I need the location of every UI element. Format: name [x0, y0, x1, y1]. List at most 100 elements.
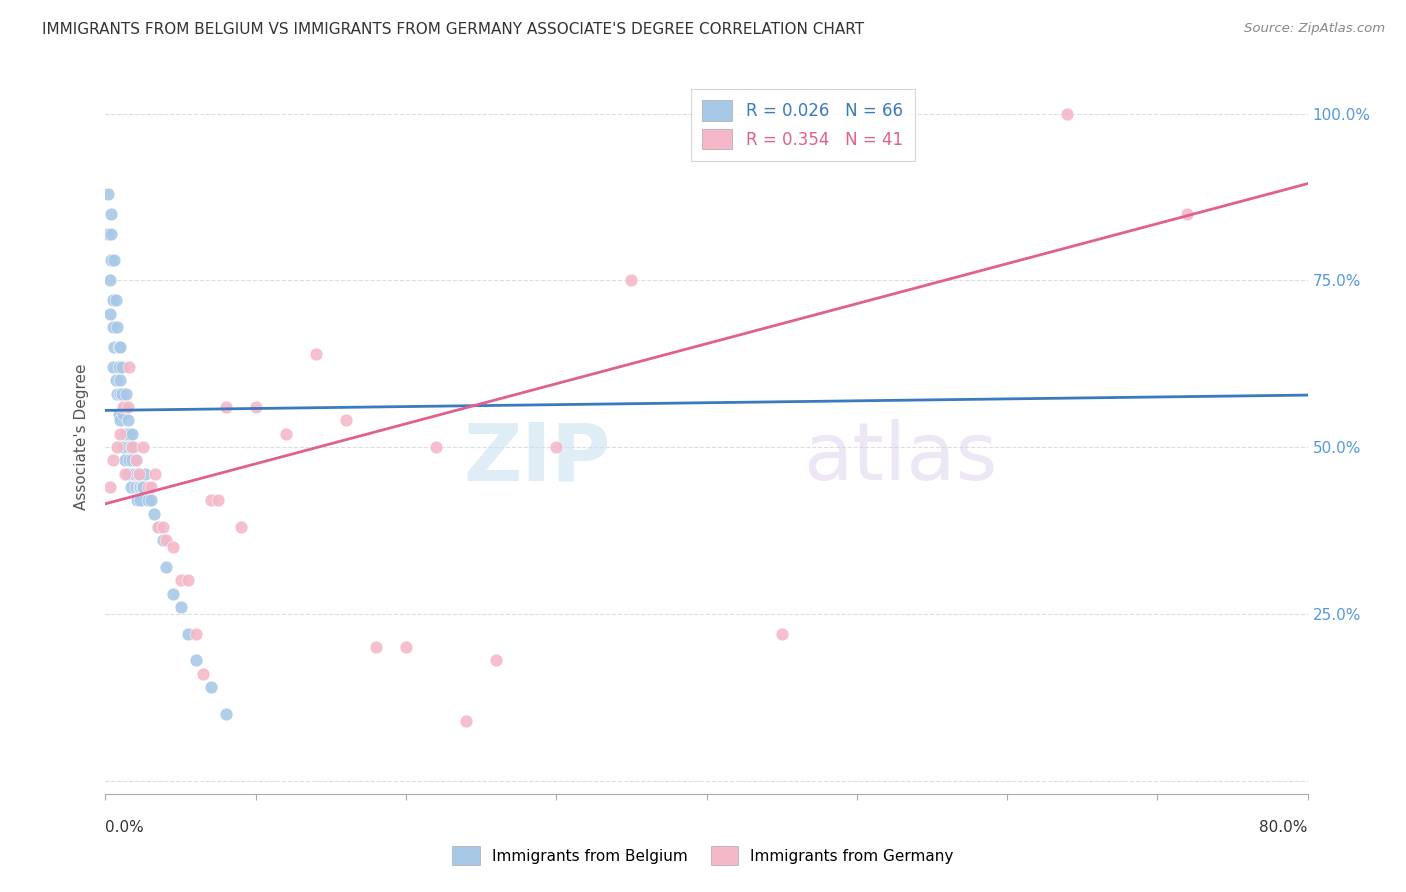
- Point: [124, 453, 146, 467]
- Point: [101, 453, 124, 467]
- Point: [100, 227, 122, 241]
- Point: [770, 627, 793, 641]
- Point: [115, 426, 138, 441]
- Point: [546, 440, 568, 454]
- Point: [136, 480, 159, 494]
- Point: [104, 373, 127, 387]
- Point: [117, 400, 139, 414]
- Point: [169, 600, 191, 615]
- Point: [129, 480, 152, 494]
- Point: [111, 359, 134, 374]
- Point: [169, 574, 191, 588]
- Point: [124, 453, 146, 467]
- Point: [104, 293, 127, 308]
- Point: [115, 386, 138, 401]
- Text: atlas: atlas: [803, 419, 997, 498]
- Point: [97, 227, 120, 241]
- Point: [128, 467, 150, 481]
- Point: [132, 440, 155, 454]
- Point: [121, 453, 143, 467]
- Point: [162, 587, 184, 601]
- Point: [107, 320, 129, 334]
- Point: [112, 407, 135, 421]
- Point: [184, 627, 207, 641]
- Point: [184, 653, 207, 667]
- Text: 80.0%: 80.0%: [1260, 821, 1308, 835]
- Point: [108, 407, 131, 421]
- Point: [110, 413, 132, 427]
- Point: [132, 480, 155, 494]
- Point: [134, 467, 156, 481]
- Point: [1056, 106, 1078, 120]
- Point: [110, 386, 132, 401]
- Point: [114, 400, 136, 414]
- Point: [128, 480, 150, 494]
- Point: [122, 440, 145, 454]
- Point: [103, 340, 125, 354]
- Point: [118, 426, 141, 441]
- Point: [100, 253, 122, 268]
- Point: [111, 386, 134, 401]
- Point: [98, 307, 121, 321]
- Point: [274, 426, 297, 441]
- Point: [620, 273, 643, 287]
- Text: Source: ZipAtlas.com: Source: ZipAtlas.com: [1244, 22, 1385, 36]
- Point: [128, 467, 150, 481]
- Point: [152, 533, 174, 548]
- Point: [152, 520, 174, 534]
- Point: [98, 480, 121, 494]
- Point: [124, 480, 146, 494]
- Point: [114, 426, 136, 441]
- Point: [139, 493, 162, 508]
- Point: [122, 467, 145, 481]
- Point: [125, 493, 148, 508]
- Point: [117, 440, 139, 454]
- Point: [125, 467, 148, 481]
- Legend: R = 0.026   N = 66, R = 0.354   N = 41: R = 0.026 N = 66, R = 0.354 N = 41: [690, 88, 914, 161]
- Point: [110, 340, 132, 354]
- Point: [110, 426, 132, 441]
- Point: [110, 373, 132, 387]
- Point: [97, 186, 120, 201]
- Point: [162, 540, 184, 554]
- Point: [177, 627, 200, 641]
- Point: [118, 453, 141, 467]
- Point: [155, 560, 177, 574]
- Point: [117, 413, 139, 427]
- Point: [245, 400, 267, 414]
- Point: [107, 386, 129, 401]
- Y-axis label: Associate's Degree: Associate's Degree: [75, 364, 90, 510]
- Point: [114, 467, 136, 481]
- Point: [305, 347, 328, 361]
- Point: [121, 426, 143, 441]
- Point: [191, 666, 214, 681]
- Point: [136, 493, 159, 508]
- Point: [142, 507, 165, 521]
- Point: [131, 480, 153, 494]
- Point: [101, 359, 124, 374]
- Point: [120, 440, 142, 454]
- Point: [118, 359, 141, 374]
- Point: [364, 640, 387, 655]
- Point: [214, 706, 236, 721]
- Point: [107, 440, 129, 454]
- Point: [120, 480, 142, 494]
- Point: [214, 400, 236, 414]
- Point: [112, 400, 135, 414]
- Text: 0.0%: 0.0%: [105, 821, 145, 835]
- Point: [425, 440, 447, 454]
- Point: [108, 340, 131, 354]
- Point: [101, 320, 124, 334]
- Point: [454, 714, 477, 728]
- Point: [1175, 207, 1198, 221]
- Point: [98, 273, 121, 287]
- Point: [229, 520, 252, 534]
- Point: [108, 359, 131, 374]
- Point: [114, 453, 136, 467]
- Text: ZIP: ZIP: [463, 419, 610, 498]
- Point: [139, 480, 162, 494]
- Point: [121, 440, 143, 454]
- Point: [155, 533, 177, 548]
- Point: [485, 653, 508, 667]
- Text: IMMIGRANTS FROM BELGIUM VS IMMIGRANTS FROM GERMANY ASSOCIATE'S DEGREE CORRELATIO: IMMIGRANTS FROM BELGIUM VS IMMIGRANTS FR…: [42, 22, 865, 37]
